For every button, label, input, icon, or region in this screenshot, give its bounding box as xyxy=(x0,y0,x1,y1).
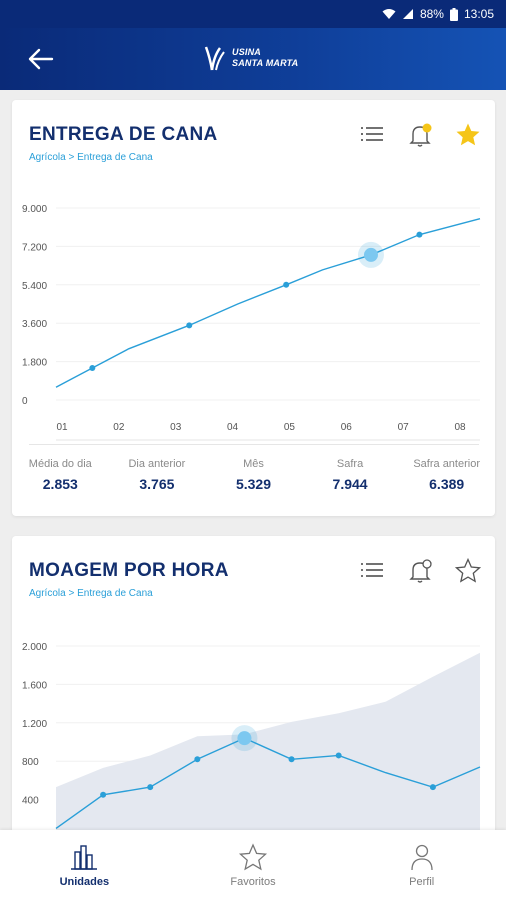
nav-perfil[interactable]: Perfil xyxy=(337,830,506,900)
y-tick-label: 400 xyxy=(22,796,39,807)
logo-line2: SANTA MARTA xyxy=(232,58,299,68)
data-point[interactable] xyxy=(416,231,423,238)
nav-label: Perfil xyxy=(409,876,435,888)
usina-logo: USINA SANTA MARTA xyxy=(204,44,298,72)
x-tick-label: 05 xyxy=(284,422,296,433)
entrega-chart: 9.000 7.200 5.400 3.600 1.800 0 01 02 03 04 05 06 07… xyxy=(22,204,481,441)
highlight-point[interactable] xyxy=(237,731,252,746)
list-icon[interactable] xyxy=(359,122,385,148)
data-point[interactable] xyxy=(429,784,436,791)
star-outline-icon xyxy=(238,843,268,871)
nav-label: Favoritos xyxy=(230,876,276,888)
logo-cane-icon xyxy=(204,46,225,71)
x-tick-label: 01 xyxy=(56,422,68,433)
data-point[interactable] xyxy=(186,322,193,329)
stat-media-do-dia: Média do dia 2.853 xyxy=(28,458,92,492)
data-point[interactable] xyxy=(283,281,290,288)
nav-label: Unidades xyxy=(59,876,110,888)
bell-icon[interactable] xyxy=(407,558,433,584)
data-point[interactable] xyxy=(147,784,154,791)
breadcrumb[interactable]: Agrícola > Entrega de Cana xyxy=(29,588,153,599)
stats-divider xyxy=(29,444,479,445)
breadcrumb[interactable]: Agrícola > Entrega de Cana xyxy=(29,152,153,163)
battery-percent: 88% xyxy=(419,7,444,21)
card-title: MOAGEM POR HORA xyxy=(29,560,229,581)
y-tick-label: 1.600 xyxy=(22,680,47,691)
nav-unidades[interactable]: Unidades xyxy=(0,830,169,900)
series-line xyxy=(55,737,481,829)
data-point[interactable] xyxy=(89,365,96,371)
y-tick-label: 0 xyxy=(22,396,28,407)
y-tick-label: 1.800 xyxy=(22,358,47,369)
card-title: ENTREGA DE CANA xyxy=(29,124,218,145)
signal-icon xyxy=(402,9,413,19)
y-tick-label: 1.200 xyxy=(22,719,47,730)
nav-favoritos[interactable]: Favoritos xyxy=(169,830,338,900)
person-icon xyxy=(411,844,433,871)
stat-safra: Safra 7.944 xyxy=(332,458,368,492)
x-tick-label: 04 xyxy=(227,422,239,433)
clock: 13:05 xyxy=(463,7,494,21)
stat-dia-anterior: Dia anterior 3.765 xyxy=(128,458,186,492)
stat-safra-anterior: Safra anterior 6.389 xyxy=(413,458,480,492)
y-tick-label: 3.600 xyxy=(22,319,47,330)
card-entrega-de-cana[interactable]: ENTREGA DE CANA Agrícola > Entrega de Ca… xyxy=(12,100,495,516)
data-point[interactable] xyxy=(100,791,107,798)
battery-icon xyxy=(449,7,458,21)
star-filled-icon[interactable] xyxy=(455,122,481,148)
highlight-point[interactable] xyxy=(363,247,378,262)
y-tick-label: 800 xyxy=(22,757,39,768)
buildings-icon xyxy=(71,845,98,870)
y-tick-label: 9.000 xyxy=(22,204,47,215)
x-tick-label: 02 xyxy=(113,422,125,433)
star-outline-icon[interactable] xyxy=(455,558,481,584)
card-moagem-por-hora[interactable]: MOAGEM POR HORA Agrícola > Entrega de Ca… xyxy=(12,536,495,836)
bottom-nav: Unidades Favoritos Perfil xyxy=(0,830,506,900)
list-icon[interactable] xyxy=(359,558,385,584)
wifi-icon xyxy=(382,9,396,19)
moagem-chart: 2.000 1.600 1.200 800 400 xyxy=(22,642,481,836)
logo-line1: USINA xyxy=(232,47,262,57)
x-tick-label: 08 xyxy=(454,422,466,433)
y-tick-label: 7.200 xyxy=(22,242,47,253)
bell-notification-icon[interactable] xyxy=(407,122,433,148)
range-area xyxy=(56,652,480,836)
x-tick-label: 06 xyxy=(341,422,353,433)
x-tick-label: 03 xyxy=(170,422,182,433)
back-arrow-icon[interactable] xyxy=(26,46,56,72)
y-tick-label: 2.000 xyxy=(22,642,47,653)
status-bar: 88% 13:05 xyxy=(0,0,506,28)
y-tick-label: 5.400 xyxy=(22,281,47,292)
stats-row: Média do dia 2.853 Dia anterior 3.765 Mê… xyxy=(12,458,495,492)
app-bar: USINA SANTA MARTA xyxy=(0,28,506,90)
x-tick-label: 07 xyxy=(398,422,410,433)
series-line xyxy=(55,217,481,388)
stat-mes: Mês 5.329 xyxy=(235,458,271,492)
data-point[interactable] xyxy=(194,756,201,763)
data-point[interactable] xyxy=(335,752,342,759)
data-point[interactable] xyxy=(288,756,295,763)
